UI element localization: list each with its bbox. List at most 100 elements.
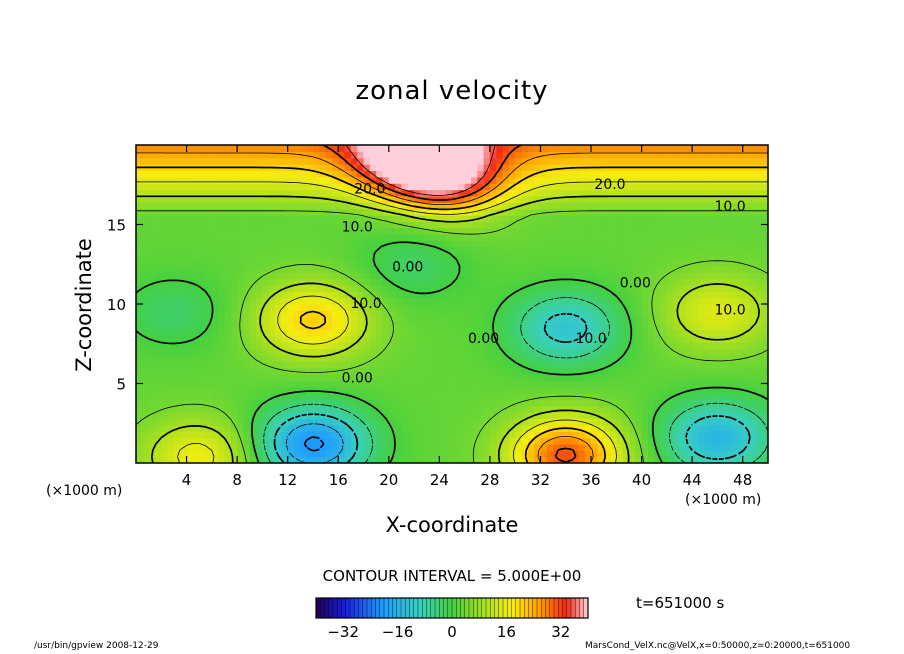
field-cell xyxy=(433,297,440,305)
field-cell xyxy=(628,246,636,254)
field-cell xyxy=(173,418,181,426)
field-cell xyxy=(628,157,636,165)
field-cell xyxy=(268,310,276,318)
field-cell xyxy=(597,259,605,267)
field-cell xyxy=(363,151,371,159)
field-cell xyxy=(199,145,207,152)
field-cell xyxy=(306,348,314,356)
field-cell xyxy=(610,208,617,216)
field-cell xyxy=(344,380,352,388)
field-cell xyxy=(407,386,415,394)
field-cell xyxy=(211,278,219,286)
field-cell xyxy=(192,170,200,178)
field-cell xyxy=(281,208,289,216)
field-cell xyxy=(685,450,693,458)
field-cell xyxy=(496,316,504,324)
field-cell xyxy=(433,208,440,216)
field-cell xyxy=(180,202,188,210)
field-cell xyxy=(565,361,573,369)
field-cell xyxy=(433,304,440,311)
field-cell xyxy=(382,405,390,413)
field-cell xyxy=(464,259,472,267)
field-cell xyxy=(395,157,403,165)
field-cell xyxy=(742,176,750,184)
field-cell xyxy=(331,278,339,286)
field-cell xyxy=(407,342,415,350)
field-cell xyxy=(237,354,245,362)
field-cell xyxy=(268,202,276,210)
field-cell xyxy=(730,183,737,191)
field-cell xyxy=(363,170,371,178)
field-cell xyxy=(679,151,687,159)
field-cell xyxy=(154,412,162,420)
field-cell xyxy=(610,157,617,165)
field-cell xyxy=(287,234,295,241)
field-cell xyxy=(325,354,333,362)
field-cell xyxy=(489,208,497,216)
field-cell xyxy=(736,183,744,191)
field-cell xyxy=(685,412,693,420)
field-cell xyxy=(420,227,428,235)
field-cell xyxy=(350,380,358,388)
field-cell xyxy=(287,316,295,324)
field-cell xyxy=(243,348,251,356)
field-cell xyxy=(527,329,535,337)
field-cell xyxy=(578,342,586,350)
field-cell xyxy=(395,253,403,261)
field-cell xyxy=(641,246,649,254)
field-cell xyxy=(723,354,731,362)
field-cell xyxy=(224,443,232,451)
field-cell xyxy=(572,304,579,311)
field-cell xyxy=(622,431,630,439)
field-cell xyxy=(414,431,421,439)
field-cell xyxy=(597,437,605,445)
field-cell xyxy=(395,208,403,216)
field-cell xyxy=(433,418,440,426)
field-cell xyxy=(628,354,636,362)
field-cell xyxy=(319,310,327,318)
field-cell xyxy=(142,431,150,439)
field-cell xyxy=(666,259,674,267)
field-cell xyxy=(597,157,605,165)
field-cell xyxy=(546,316,554,324)
field-cell xyxy=(508,284,516,292)
field-cell xyxy=(325,221,333,229)
field-cell xyxy=(192,189,200,197)
field-cell xyxy=(464,348,472,356)
field-cell xyxy=(736,342,744,350)
field-cell xyxy=(685,246,693,254)
field-cell xyxy=(306,151,314,159)
field-cell xyxy=(704,405,712,413)
field-cell xyxy=(464,183,472,191)
field-cell xyxy=(186,195,194,203)
field-cell xyxy=(433,335,440,343)
field-cell xyxy=(439,291,447,299)
field-cell xyxy=(230,202,238,210)
field-cell xyxy=(306,176,314,184)
field-cell xyxy=(173,253,181,261)
field-cell xyxy=(711,240,719,248)
field-cell xyxy=(192,214,200,222)
field-cell xyxy=(287,265,295,273)
field-cell xyxy=(749,176,756,184)
field-cell xyxy=(698,265,706,273)
field-cell xyxy=(654,278,662,286)
field-cell xyxy=(294,354,301,362)
field-cell xyxy=(534,214,542,222)
field-cell xyxy=(249,456,257,463)
field-cell xyxy=(685,456,693,463)
field-cell xyxy=(281,189,289,197)
field-cell xyxy=(692,214,700,222)
field-cell xyxy=(281,151,289,159)
field-cell xyxy=(578,373,586,381)
field-cell xyxy=(306,272,314,280)
field-cell xyxy=(761,189,768,197)
field-cell xyxy=(319,373,327,381)
field-cell xyxy=(211,170,219,178)
field-cell xyxy=(742,272,750,280)
field-cell xyxy=(237,195,245,203)
field-cell xyxy=(616,310,624,318)
field-cell xyxy=(382,304,390,311)
field-cell xyxy=(401,354,409,362)
field-cell xyxy=(464,176,472,184)
